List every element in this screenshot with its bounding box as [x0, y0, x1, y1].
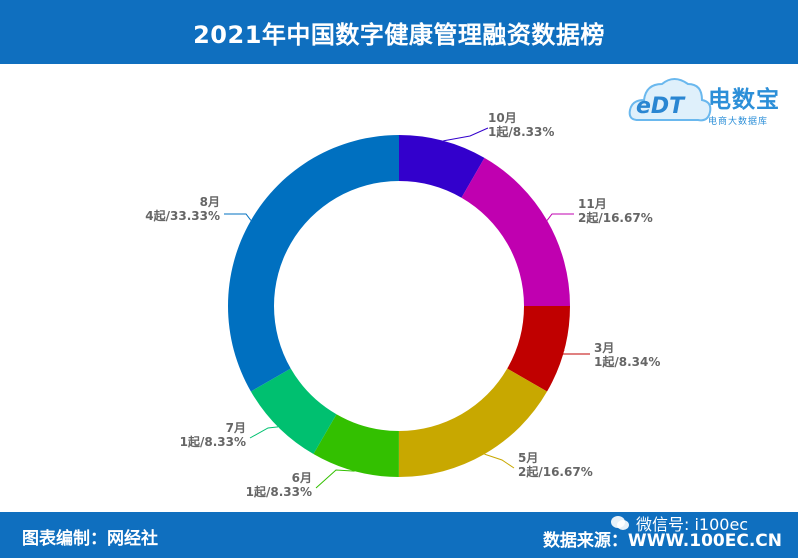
leader-line — [315, 469, 355, 489]
cloud-logo-icon — [628, 78, 712, 122]
leader-line — [546, 213, 574, 221]
footer-credit: 图表编制：网经社 — [22, 529, 158, 549]
donut-slice — [313, 414, 399, 477]
footer-bar: 图表编制：网经社 数据来源：WWW.100EC.CN — [0, 512, 798, 558]
slice-month-label: 6月 — [292, 471, 312, 485]
logo-name: 电数宝 — [708, 87, 780, 113]
chart-title: 2021年中国数字健康管理融资数据榜 — [193, 20, 605, 49]
slice-count-label: 1起/8.33% — [488, 124, 554, 139]
leader-line — [443, 127, 489, 142]
donut-slice — [398, 368, 548, 477]
leader-line — [224, 213, 252, 221]
slice-count-label: 1起/8.33% — [180, 434, 246, 449]
logo: eDT 电数宝 电商大数据库 — [628, 70, 793, 134]
slice-month-label: 10月 — [488, 111, 517, 125]
logo-mark: eDT — [636, 94, 685, 119]
leader-line — [249, 426, 279, 439]
donut-slice — [507, 306, 570, 392]
footer-source: 数据来源：WWW.100EC.CN — [542, 531, 782, 551]
logo-subtitle: 电商大数据库 — [708, 117, 769, 127]
donut-slice — [250, 368, 337, 455]
donut-slice — [461, 157, 570, 306]
slice-count-label: 1起/8.33% — [246, 484, 312, 499]
slice-month-label: 3月 — [594, 341, 614, 355]
slice-count-label: 1起/8.34% — [594, 354, 660, 369]
slice-count-label: 4起/33.33% — [145, 208, 220, 223]
slice-count-label: 2起/16.67% — [578, 210, 653, 225]
slice-month-label: 8月 — [200, 195, 220, 209]
donut-slice — [399, 135, 485, 198]
slice-month-label: 7月 — [226, 421, 246, 435]
leader-line — [484, 453, 515, 469]
leader-line — [558, 349, 590, 355]
wechat-id: 微信号: i100ec — [636, 515, 749, 534]
donut-chart: 10月1起/8.33%11月2起/16.67%3月1起/8.34%5月2起/16… — [145, 111, 660, 499]
wechat-watermark: 微信号: i100ec — [610, 512, 748, 534]
donut-slice — [228, 135, 399, 392]
slice-month-label: 11月 — [578, 197, 607, 211]
wechat-icon — [611, 516, 629, 530]
slice-count-label: 2起/16.67% — [518, 464, 593, 479]
slice-month-label: 5月 — [518, 451, 538, 465]
header-bar: 2021年中国数字健康管理融资数据榜 — [0, 0, 798, 64]
